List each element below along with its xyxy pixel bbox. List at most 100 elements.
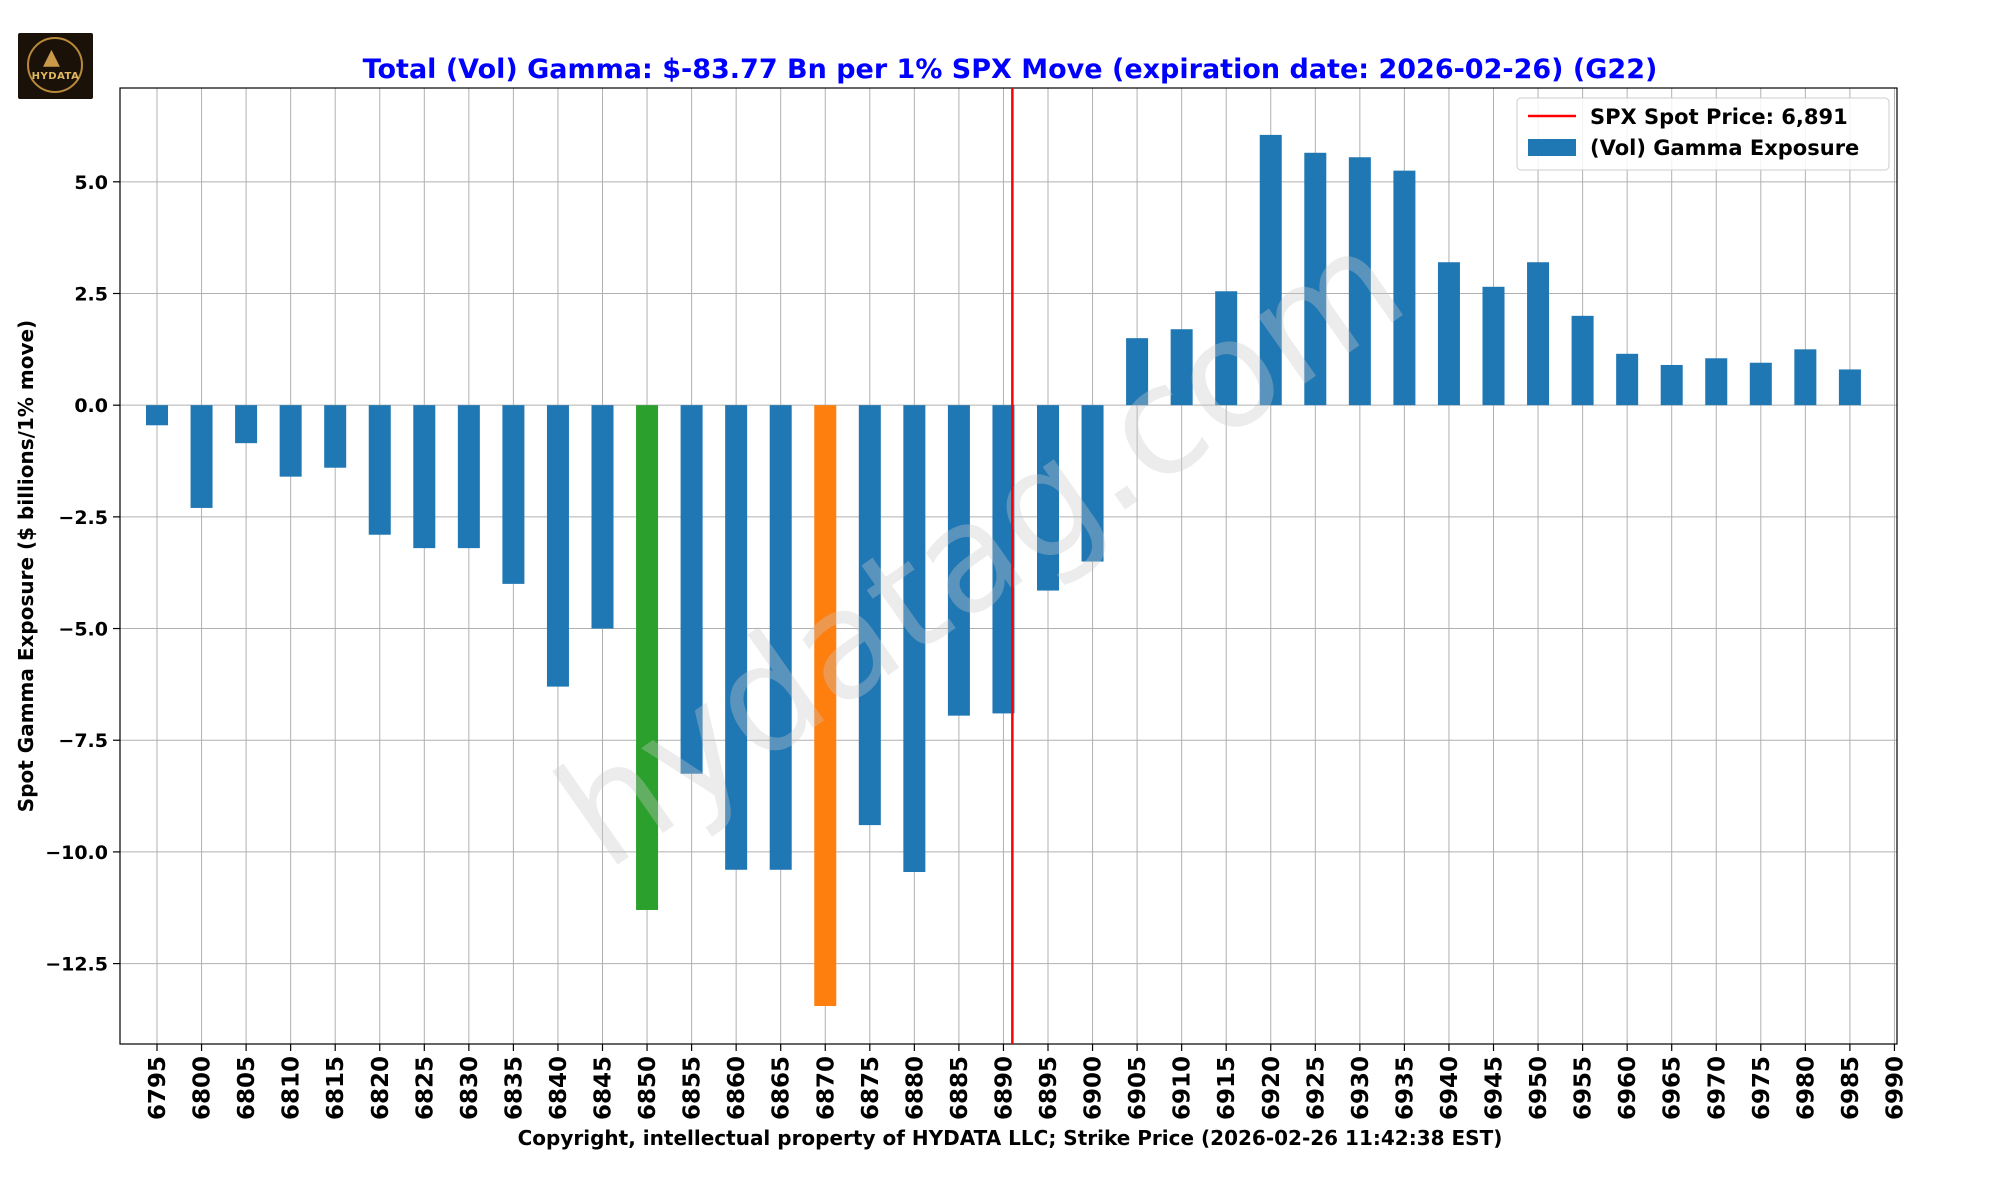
bar-6955 [1571,315,1594,406]
x-tick-label-6960: 6960 [1615,1056,1641,1120]
y-tick-label: −2.5 [58,507,108,529]
bar-6795 [146,405,168,426]
bar-6935 [1393,170,1416,406]
bar-6970 [1705,358,1728,406]
bar-6865 [769,405,792,870]
legend-spot-label: SPX Spot Price: 6,891 [1590,105,1848,129]
x-tick-label-6830: 6830 [457,1056,483,1120]
bar-6825 [413,405,436,549]
bar-6985 [1838,369,1861,406]
bar-6980 [1794,349,1817,406]
x-tick-label-6880: 6880 [902,1056,928,1120]
bar-6880 [903,405,926,873]
x-tick-label-6915: 6915 [1214,1056,1240,1120]
bar-6845 [591,405,614,629]
x-tick-label-6895: 6895 [1036,1056,1062,1120]
bar-6915 [1215,291,1238,406]
plot-frame [119,87,1898,1045]
x-tick-label-6950: 6950 [1526,1056,1552,1120]
x-tick-label-6820: 6820 [368,1056,394,1120]
chart-title: Total (Vol) Gamma: $-83.77 Bn per 1% SPX… [363,54,1658,85]
x-tick-label-6940: 6940 [1437,1056,1463,1120]
y-tick-label: −10.0 [45,842,108,864]
legend: SPX Spot Price: 6,891 (Vol) Gamma Exposu… [1516,97,1890,171]
x-tick-label-6805: 6805 [234,1056,260,1120]
bar-6815 [324,405,347,468]
x-tick-label-6945: 6945 [1482,1056,1508,1120]
x-tick-label-6925: 6925 [1303,1056,1329,1120]
x-tick-label-6985: 6985 [1838,1056,1864,1120]
x-tick-label-6970: 6970 [1704,1056,1730,1120]
wolf-logo-icon: ▲ [43,45,60,70]
watermark: hydatag.com [527,194,1434,901]
y-tick-label: −5.0 [58,619,108,641]
bar-6875 [858,405,881,826]
bar-6810 [279,405,302,477]
bar-6870 [814,405,837,1007]
bar-6950 [1527,262,1550,406]
bar-6830 [457,405,480,549]
x-tick-label-6815: 6815 [323,1056,349,1120]
x-tick-label-6930: 6930 [1348,1056,1374,1120]
bar-6820 [368,405,391,535]
bar-6890 [992,405,1015,714]
y-tick-label: 2.5 [74,283,108,305]
x-tick-label-6845: 6845 [591,1056,617,1120]
x-tick-label-6920: 6920 [1259,1056,1285,1120]
x-tick-label-6855: 6855 [680,1056,706,1120]
bar-6805 [235,405,258,444]
bar-6800 [190,405,213,508]
bar-6885 [947,405,970,716]
bar-6940 [1437,262,1460,406]
bar-6855 [680,405,703,774]
bar-6960 [1616,353,1639,406]
x-tick-label-6865: 6865 [769,1056,795,1120]
ticks-layer: 5.0 2.5 0.0 −2.5 −5.0 −7.5 −10.0 −12.5 6795 6800 6… [45,172,1908,1120]
bar-6840 [546,405,569,687]
bar-6860 [725,405,748,870]
y-tick-label: 0.0 [74,395,108,417]
x-tick-label-6795: 6795 [145,1056,171,1120]
bar-6910 [1170,329,1193,406]
x-tick-label-6910: 6910 [1170,1056,1196,1120]
bar-6965 [1660,364,1683,406]
bar-6900 [1081,405,1104,562]
x-tick-label-6870: 6870 [813,1056,839,1120]
y-tick-label: 5.0 [74,172,108,194]
x-axis-label: Copyright, intellectual property of HYDA… [518,1126,1503,1150]
y-tick-label: −12.5 [45,954,108,976]
x-tick-label-6860: 6860 [724,1056,750,1120]
x-tick-label-6840: 6840 [546,1056,572,1120]
x-tick-label-6810: 6810 [279,1056,305,1120]
x-tick-label-6975: 6975 [1749,1056,1775,1120]
bars-layer [146,134,1861,1007]
legend-gamma-label: (Vol) Gamma Exposure [1590,136,1859,160]
x-tick-label-6900: 6900 [1081,1056,1107,1120]
x-tick-label-6890: 6890 [991,1056,1017,1120]
bar-6920 [1259,134,1282,406]
x-tick-label-6935: 6935 [1392,1056,1418,1120]
y-tick-label: −7.5 [58,730,108,752]
bar-6945 [1482,286,1505,406]
x-tick-label-6825: 6825 [412,1056,438,1120]
legend-box [1516,97,1890,171]
x-tick-label-6905: 6905 [1125,1056,1151,1120]
bar-6930 [1348,157,1371,406]
y-axis-label: Spot Gamma Exposure ($ billions/1% move) [14,320,38,812]
logo-text: HYDATA [31,71,80,82]
bar-6975 [1749,362,1772,406]
bar-6925 [1304,152,1327,406]
bar-6835 [502,405,525,584]
x-tick-label-6875: 6875 [858,1056,884,1120]
hydata-logo: ▲ HYDATA [18,33,93,99]
bar-6895 [1037,405,1059,591]
legend-gamma-swatch [1528,139,1576,156]
x-tick-label-6965: 6965 [1660,1056,1686,1120]
x-tick-label-6885: 6885 [947,1056,973,1120]
x-tick-label-6835: 6835 [501,1056,527,1120]
x-tick-label-6800: 6800 [190,1056,216,1120]
x-tick-label-6955: 6955 [1571,1056,1597,1120]
x-tick-label-6990: 6990 [1882,1056,1908,1120]
bar-6905 [1126,338,1149,406]
